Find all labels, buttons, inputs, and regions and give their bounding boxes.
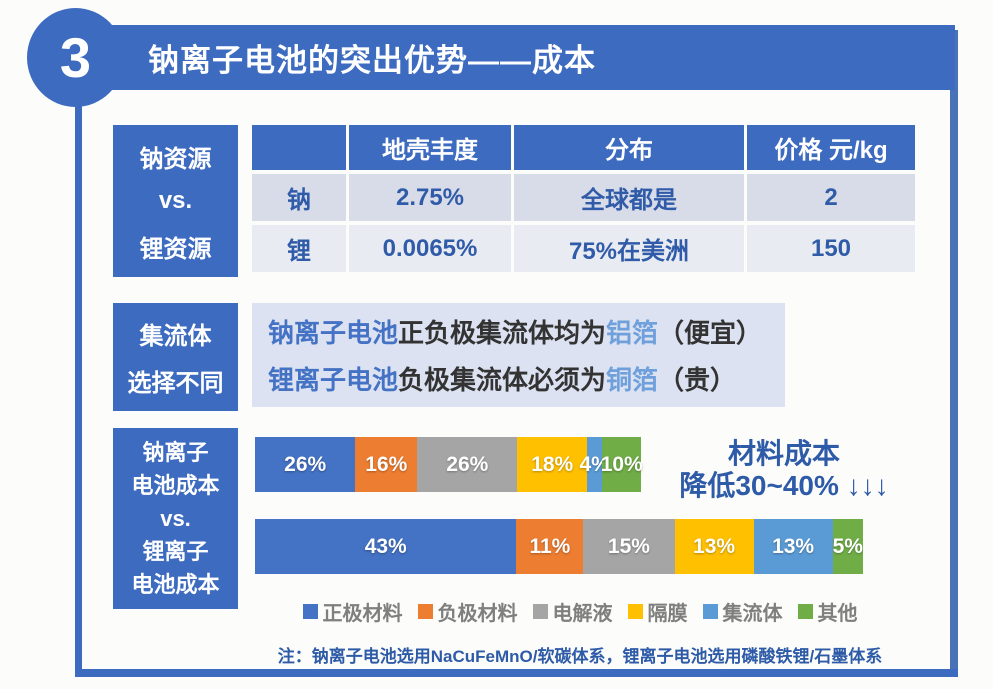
- table-header-cell: 地壳丰度: [349, 125, 511, 170]
- legend-item: 隔膜: [627, 597, 688, 626]
- legend-label: 集流体: [722, 603, 783, 625]
- legend-label: 负极材料: [437, 603, 518, 625]
- battery-name: 钠离子电池: [268, 318, 399, 348]
- cost-bar-1: 43% 11% 15% 13% 13% 5%: [255, 519, 864, 574]
- bar-segment-label: 16%: [365, 452, 408, 476]
- table-cell: 0.0065%: [349, 225, 511, 272]
- annotation-line: 材料成本: [727, 438, 840, 469]
- table-cell: 75%在美洲: [514, 225, 744, 272]
- table-cell: 锂: [252, 225, 346, 272]
- foil-highlight: 铜箔: [606, 365, 659, 395]
- legend-label: 电解液: [552, 603, 613, 625]
- legend-item: 集流体: [702, 597, 783, 626]
- cost-label-line: 钠离子: [142, 440, 209, 465]
- table-row-sodium: 钠 2.75% 全球都是 2: [252, 174, 915, 221]
- table-cell: 150: [747, 225, 915, 272]
- frame-border-left: [75, 102, 82, 677]
- page-title: 钠离子电池的突出优势——成本: [148, 43, 596, 78]
- bar-segment-隔膜: 13%: [674, 519, 754, 574]
- annotation-line: 降低30~40% ↓↓↓: [679, 470, 889, 501]
- table-row-lithium: 锂 0.0065% 75%在美洲 150: [252, 225, 915, 272]
- frame-border-bottom: [75, 669, 958, 677]
- bar-segment-电解液: 15%: [583, 519, 675, 574]
- bar-segment-label: 26%: [284, 452, 327, 476]
- cost-label-line: vs.: [160, 506, 191, 531]
- legend-swatch-icon: [302, 604, 318, 619]
- cost-bar-0: 26% 16% 26% 18% 4% 10%: [255, 437, 643, 492]
- collector-line-sodium: 钠离子电池正负极集流体均为铝箔（便宜）: [268, 313, 785, 350]
- collector-section-label: 集流体 选择不同: [113, 303, 238, 411]
- collector-note: （便宜）: [658, 318, 763, 348]
- collector-text: 负极集流体必须为: [398, 365, 607, 395]
- frame-border-right: [950, 30, 958, 677]
- section-number-badge: 3: [27, 8, 124, 107]
- section-number: 3: [59, 26, 92, 89]
- resource-label-line: 钠资源: [139, 145, 212, 173]
- legend-swatch-icon: [417, 604, 433, 619]
- foil-highlight: 铝箔: [606, 318, 659, 348]
- resource-table: 地壳丰度 分布 价格 元/kg 钠 2.75% 全球都是 2 锂 0.0065%…: [252, 125, 915, 272]
- legend-swatch-icon: [702, 604, 718, 619]
- legend-swatch-icon: [797, 604, 813, 619]
- legend-item: 其他: [797, 597, 858, 626]
- table-cell: 2: [747, 174, 915, 221]
- bar-segment-label: 13%: [693, 534, 736, 558]
- cost-label-line: 锂离子: [142, 539, 209, 564]
- bar-segment-label: 13%: [772, 534, 815, 558]
- collector-note: （贵）: [658, 365, 737, 395]
- bar-segment-label: 11%: [529, 534, 571, 558]
- collector-line-lithium: 锂离子电池负极集流体必须为铜箔（贵）: [268, 360, 785, 397]
- bar-segment-label: 4%: [579, 452, 610, 476]
- bar-segment-label: 18%: [531, 452, 574, 476]
- collector-text: 正负极集流体均为: [398, 318, 607, 348]
- bar-segment-电解液: 26%: [417, 437, 518, 492]
- legend-label: 隔膜: [647, 603, 688, 625]
- collector-label-line: 集流体: [139, 322, 212, 350]
- bar-segment-其他: 5%: [832, 519, 864, 574]
- legend-item: 负极材料: [417, 597, 518, 626]
- bar-segment-集流体: 13%: [753, 519, 833, 574]
- cost-section-label: 钠离子 电池成本 vs. 锂离子 电池成本: [113, 428, 238, 609]
- cost-reduction-annotation: 材料成本 降低30~40% ↓↓↓: [650, 438, 918, 502]
- collector-label-line: 选择不同: [127, 370, 224, 398]
- legend-swatch-icon: [627, 604, 643, 619]
- table-cell: 钠: [252, 174, 346, 221]
- bar-segment-负极材料: 11%: [516, 519, 584, 574]
- bar-segment-负极材料: 16%: [355, 437, 418, 492]
- footnote: 注：钠离子电池选用NaCuFeMnO/软碳体系，锂离子电池选用磷酸铁锂/石墨体系: [277, 647, 883, 666]
- bar-segment-隔膜: 18%: [517, 437, 587, 492]
- cost-label-line: 电池成本: [131, 572, 220, 597]
- bar-segment-正极材料: 43%: [255, 519, 517, 574]
- collector-text-block: 钠离子电池正负极集流体均为铝箔（便宜） 锂离子电池负极集流体必须为铜箔（贵）: [252, 303, 785, 407]
- bar-segment-label: 15%: [607, 534, 650, 558]
- bar-segment-label: 5%: [832, 534, 863, 558]
- bar-segment-其他: 10%: [600, 437, 643, 492]
- legend-swatch-icon: [532, 604, 548, 619]
- resource-label-line: 锂资源: [139, 235, 212, 263]
- bar-segment-正极材料: 26%: [255, 437, 356, 492]
- table-header-row: 地壳丰度 分布 价格 元/kg: [252, 125, 915, 170]
- bar-segment-label: 43%: [364, 534, 407, 558]
- table-header-cell: [252, 125, 346, 170]
- chart-legend: 正极材料 负极材料 电解液 隔膜 集流体 其他: [240, 597, 920, 626]
- legend-label: 正极材料: [322, 603, 403, 625]
- table-cell: 全球都是: [514, 174, 744, 221]
- bar-segment-label: 26%: [446, 452, 489, 476]
- table-cell: 2.75%: [349, 174, 511, 221]
- cost-label-line: 电池成本: [131, 473, 220, 498]
- legend-label: 其他: [817, 603, 858, 625]
- resource-label-line: vs.: [158, 187, 193, 214]
- legend-item: 电解液: [532, 597, 613, 626]
- bar-segment-集流体: 4%: [580, 437, 610, 492]
- legend-item: 正极材料: [302, 597, 403, 626]
- title-banner: 钠离子电池的突出优势——成本: [104, 25, 955, 90]
- battery-name: 锂离子电池: [268, 365, 399, 395]
- table-header-cell: 价格 元/kg: [747, 125, 915, 170]
- resource-section-label: 钠资源 vs. 锂资源: [113, 125, 238, 277]
- table-header-cell: 分布: [514, 125, 744, 170]
- bar-segment-label: 10%: [600, 452, 643, 476]
